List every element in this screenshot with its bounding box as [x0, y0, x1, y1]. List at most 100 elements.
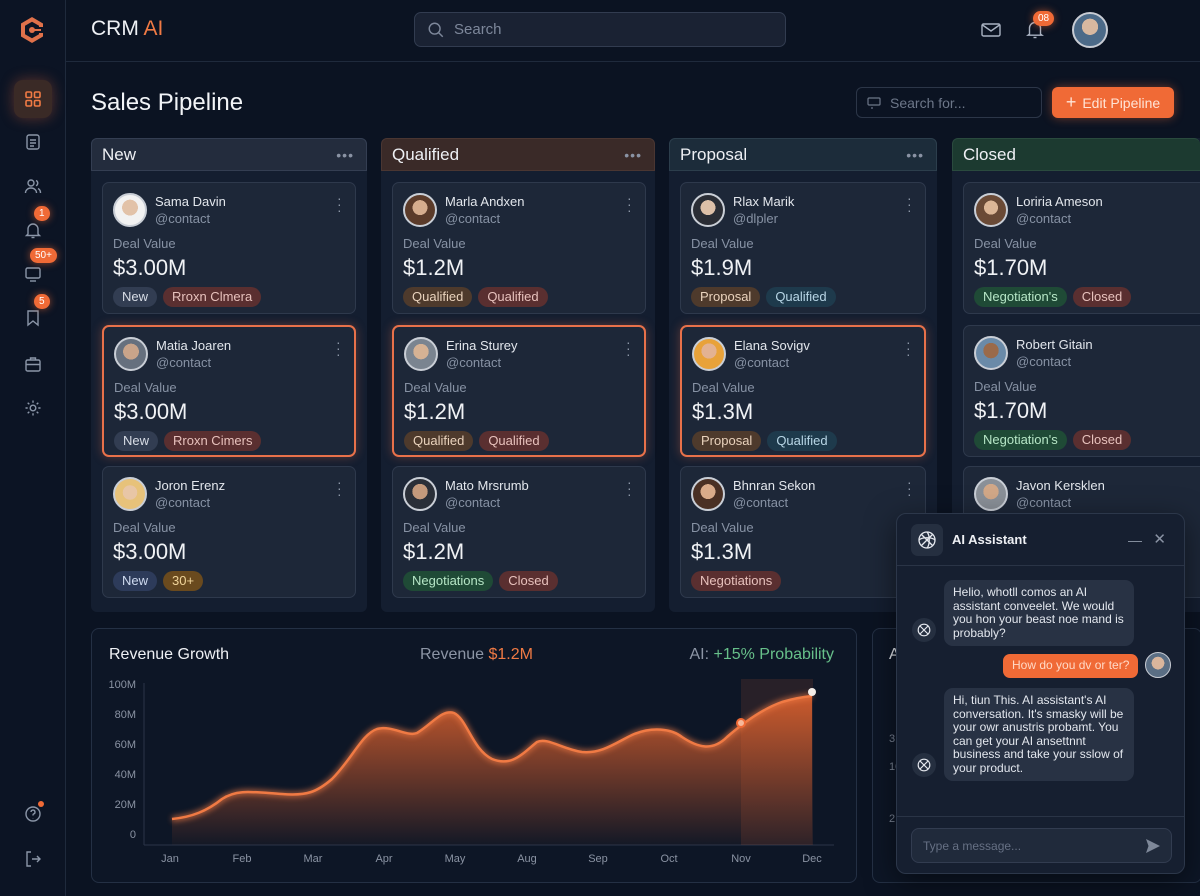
- sidebar-item-help[interactable]: [14, 795, 52, 833]
- sidebar-item-deals[interactable]: [14, 345, 52, 383]
- sidebar-item-notifications[interactable]: 1: [14, 206, 52, 249]
- deal-value-label: Deal Value: [403, 520, 466, 535]
- deal-card[interactable]: Sama Davin @contact · · · Deal Value $3.00…: [102, 182, 356, 314]
- label-tag: Rroxn Clmera: [163, 287, 262, 307]
- sidebar-item-messages[interactable]: 50+: [14, 248, 57, 293]
- edit-pipeline-label: Edit Pipeline: [1082, 94, 1161, 111]
- ai-assistant-chat: AI Assistant — ✕ Helio, whotll comos an …: [896, 513, 1185, 874]
- contact-handle: @contact: [445, 211, 501, 226]
- stage-tag: Negotiation's: [974, 430, 1067, 450]
- sidebar-item-contacts[interactable]: [14, 167, 52, 205]
- deal-card[interactable]: Elana Sovigv @contact · · · Deal Value $1.…: [680, 325, 926, 457]
- kebab-menu-icon[interactable]: · · ·: [337, 474, 342, 502]
- contact-name: Mato Mrsrumb: [445, 478, 529, 493]
- column-title: New: [102, 144, 137, 164]
- help-dot: [38, 801, 44, 807]
- gear-icon: [25, 400, 41, 416]
- filter-icon: [867, 96, 881, 109]
- data-point-dec[interactable]: [808, 688, 816, 696]
- revenue-summary: Revenue $1.2M: [420, 646, 533, 664]
- chat-header: AI Assistant — ✕: [897, 514, 1184, 566]
- chat-input-placeholder: Type a message...: [923, 838, 1022, 853]
- data-point-nov[interactable]: [736, 718, 746, 728]
- kebab-menu-icon[interactable]: · · ·: [336, 334, 341, 362]
- minimize-icon[interactable]: —: [1128, 532, 1142, 548]
- deal-value-label: Deal Value: [691, 520, 754, 535]
- y-tick: 20M: [114, 799, 136, 811]
- more-icon[interactable]: •••: [906, 146, 924, 163]
- search-placeholder: Search: [454, 21, 502, 38]
- deal-card[interactable]: Loriria Ameson @contact Deal Value $1.70…: [963, 182, 1200, 314]
- pipeline-search-placeholder: Search for...: [890, 94, 966, 111]
- kebab-menu-icon[interactable]: · · ·: [626, 334, 631, 362]
- deal-value-label: Deal Value: [403, 236, 466, 251]
- app-title: CRM AI: [91, 17, 163, 41]
- contact-handle: @contact: [155, 495, 211, 510]
- x-tick: May: [444, 853, 466, 865]
- kebab-menu-icon[interactable]: · · ·: [337, 190, 342, 218]
- edit-pipeline-button[interactable]: + Edit Pipeline: [1052, 87, 1174, 118]
- sidebar-item-settings[interactable]: [14, 389, 52, 427]
- deal-value-label: Deal Value: [691, 236, 754, 251]
- sidebar-item-dashboard[interactable]: [14, 80, 52, 118]
- avatar: [403, 477, 437, 511]
- more-icon[interactable]: •••: [624, 146, 642, 163]
- avatar: [974, 336, 1008, 370]
- avatar: [113, 477, 147, 511]
- deal-value: $1.2M: [404, 399, 466, 424]
- sidebar-item-bookmarks[interactable]: 5: [14, 294, 52, 337]
- pipeline-column-proposal: Proposal ••• Rlax Marik @dlpler · · · Deal …: [669, 138, 937, 612]
- stage-tag: Proposal: [692, 431, 762, 451]
- chat-message-input[interactable]: Type a message...: [911, 828, 1172, 863]
- deal-card[interactable]: Matia Joaren @contact · · · Deal Value $3.…: [102, 325, 356, 457]
- deal-card[interactable]: Marla Andxen @contact · · · Deal Value $1.…: [392, 182, 646, 314]
- avatar: [974, 477, 1008, 511]
- plus-icon: +: [1065, 92, 1077, 112]
- kebab-menu-icon[interactable]: · · ·: [627, 190, 632, 218]
- more-icon[interactable]: •••: [336, 146, 354, 163]
- revenue-area-chart: [143, 679, 834, 846]
- global-search-input[interactable]: Search: [414, 12, 786, 47]
- deal-card[interactable]: Erina Sturey @contact · · · Deal Value $1.…: [392, 325, 646, 457]
- sidebar-item-logout[interactable]: [14, 840, 52, 878]
- stage-tag: New: [113, 571, 158, 591]
- label-tag: Qualified: [766, 287, 836, 307]
- contact-name: Elana Sovigv: [734, 338, 810, 353]
- kebab-menu-icon[interactable]: · · ·: [906, 334, 911, 362]
- search-icon: [428, 22, 444, 37]
- bot-message: Helio, whotll comos an AI assistant conv…: [944, 580, 1134, 646]
- contact-handle: @dlpler: [733, 211, 778, 226]
- revenue-label: Revenue: [420, 646, 485, 663]
- send-icon[interactable]: [1145, 838, 1161, 854]
- deal-card[interactable]: Robert Gitain @contact Deal Value $1.70M…: [963, 325, 1200, 457]
- bot-avatar-icon: [912, 753, 936, 777]
- pipeline-search-input[interactable]: Search for...: [856, 87, 1042, 118]
- revenue-growth-panel: Revenue Growth Revenue $1.2M AI: +15% Pr…: [91, 628, 857, 883]
- column-header: Proposal •••: [669, 138, 937, 171]
- contact-name: Robert Gitain: [1016, 337, 1093, 352]
- mail-icon[interactable]: [980, 19, 1002, 41]
- bookmark-icon: [27, 310, 39, 327]
- label-tag: Qualified: [767, 431, 837, 451]
- brand-accent: AI: [143, 17, 164, 40]
- deal-value-label: Deal Value: [974, 236, 1037, 251]
- user-avatar[interactable]: [1072, 12, 1108, 48]
- deal-value: $1.70M: [974, 398, 1048, 423]
- ai-value: +15% Probability: [713, 646, 834, 663]
- stage-tag: Negotiations: [691, 571, 782, 591]
- pipeline-column-qualified: Qualified ••• Marla Andxen @contact · · · D…: [381, 138, 655, 612]
- deal-card[interactable]: Rlax Marik @dlpler · · · Deal Value $1.9M …: [680, 182, 926, 314]
- chart-title: Revenue Growth: [109, 646, 230, 663]
- deal-card[interactable]: Joron Erenz @contact · · · Deal Value $3.0…: [102, 466, 356, 598]
- sidebar-item-documents[interactable]: [14, 123, 52, 161]
- user-avatar: [1145, 652, 1171, 678]
- deal-card[interactable]: Mato Mrsrumb @contact · · · Deal Value $1.…: [392, 466, 646, 598]
- kebab-menu-icon[interactable]: · · ·: [627, 474, 632, 502]
- bell-icon: [24, 223, 42, 239]
- close-icon[interactable]: ✕: [1153, 531, 1166, 548]
- deal-card[interactable]: Bhnran Sekon @contact · · · Deal Value $1.…: [680, 466, 926, 598]
- kebab-menu-icon[interactable]: · · ·: [907, 190, 912, 218]
- logo-icon[interactable]: [16, 14, 48, 46]
- panel-title-fragment: A: [889, 646, 900, 663]
- kebab-menu-icon[interactable]: · · ·: [907, 474, 912, 502]
